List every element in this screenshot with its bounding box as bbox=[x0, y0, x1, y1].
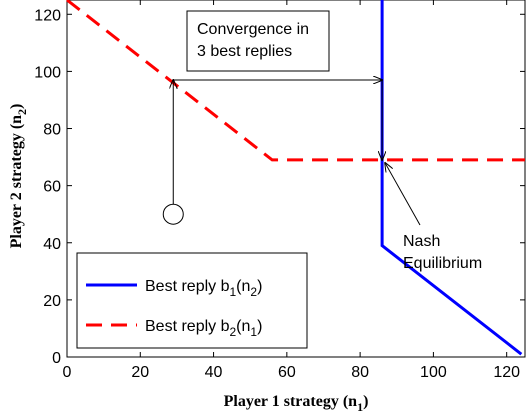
legend-box bbox=[76, 252, 308, 349]
nash-arrow bbox=[385, 163, 421, 226]
x-tick-label: 100 bbox=[420, 364, 447, 381]
x-tick-label: 60 bbox=[278, 364, 296, 381]
convergence-text-line-2: 3 best replies bbox=[197, 43, 292, 60]
axis-ticks bbox=[66, 0, 525, 358]
x-tick-label: 20 bbox=[131, 364, 149, 381]
nash-text-line-2: Equilibrium bbox=[403, 255, 482, 272]
y-tick-label: 60 bbox=[43, 179, 61, 196]
y-tick-label: 20 bbox=[43, 293, 61, 310]
x-axis-title: Player 1 strategy (n1) bbox=[224, 393, 369, 414]
y-tick-label: 80 bbox=[43, 122, 61, 139]
x-tick-labels: 0 20 40 60 80 100 120 bbox=[63, 364, 521, 381]
y-tick-label: 120 bbox=[34, 7, 61, 24]
nash-text-line-1: Nash bbox=[403, 233, 440, 250]
series-line-best-reply-b2 bbox=[66, 0, 525, 162]
y-tick-label: 100 bbox=[34, 64, 61, 81]
x-tick-label: 80 bbox=[351, 364, 369, 381]
x-tick-label: 40 bbox=[205, 364, 223, 381]
best-reply-path bbox=[173, 80, 382, 205]
convergence-box bbox=[186, 10, 330, 72]
convergence-text-line-1: Convergence in bbox=[197, 21, 309, 38]
y-axis-title: Player 2 strategy (n2) bbox=[8, 104, 29, 249]
legend-label-b1: Best reply b1(n2) bbox=[145, 278, 262, 299]
plot-frame bbox=[66, 0, 526, 358]
legend-label-b2: Best reply b2(n1) bbox=[145, 318, 262, 339]
series-line-best-reply-b1 bbox=[380, 0, 523, 356]
y-tick-label: 40 bbox=[43, 236, 61, 253]
start-point-marker bbox=[162, 203, 184, 225]
x-tick-label: 120 bbox=[493, 364, 520, 381]
legend: Best reply b1(n2) Best reply b2(n1) bbox=[76, 252, 308, 349]
y-tick-labels: 0 20 40 60 80 100 120 bbox=[34, 7, 61, 367]
y-tick-label: 0 bbox=[52, 350, 61, 367]
x-tick-label: 0 bbox=[63, 364, 72, 381]
